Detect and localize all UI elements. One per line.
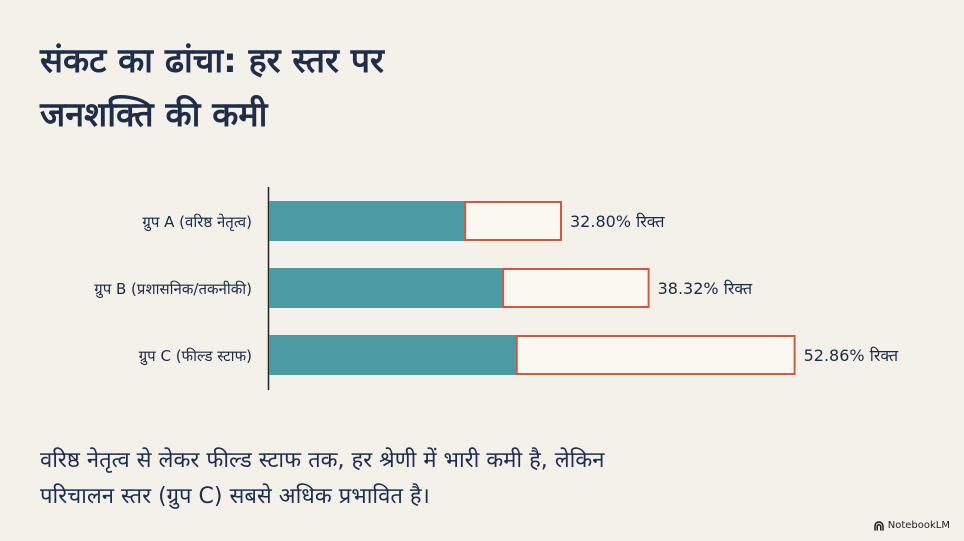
page-title-line-1: संकट का ढांचा: हर स्तर पर — [40, 41, 384, 81]
data-label: 52.86% रिक्त — [804, 346, 899, 365]
bar-filled — [269, 335, 517, 375]
category-label: ग्रुप B (प्रशासनिक/तकनीकी) — [94, 280, 252, 299]
page-title-line-2: जनशक्ति की कमी — [40, 95, 268, 135]
bar-filled — [269, 201, 466, 241]
bar-vacant — [502, 268, 650, 308]
summary-line-1: वरिष्ठ नेतृत्व से लेकर फील्ड स्टाफ तक, ह… — [40, 448, 605, 473]
category-label: ग्रुप C (फील्ड स्टाफ) — [139, 347, 252, 366]
bar-filled — [269, 268, 504, 308]
summary-line-2: परिचालन स्तर (ग्रुप C) सबसे अधिक प्रभावि… — [40, 484, 430, 509]
data-label: 32.80% रिक्त — [570, 212, 665, 231]
data-label: 38.32% रिक्त — [658, 279, 753, 298]
bar-vacant — [464, 201, 562, 241]
brand-label: NotebookLM — [887, 520, 950, 531]
vacancy-bar-chart: ग्रुप A (वरिष्ठ नेतृत्व) 32.80% रिक्त ग्रु… — [94, 187, 899, 390]
notebooklm-logo-icon — [874, 520, 884, 531]
chart-bars: ग्रुप A (वरिष्ठ नेतृत्व) 32.80% रिक्त ग्रु… — [94, 201, 899, 375]
brand-watermark: NotebookLM — [874, 520, 950, 531]
summary-text: वरिष्ठ नेतृत्व से लेकर फील्ड स्टाफ तक, ह… — [40, 443, 900, 515]
page-title: संकट का ढांचा: हर स्तर पर जनशक्ति की कमी — [40, 34, 640, 142]
bar-vacant — [515, 335, 796, 375]
category-label: ग्रुप A (वरिष्ठ नेतृत्व) — [142, 213, 252, 232]
